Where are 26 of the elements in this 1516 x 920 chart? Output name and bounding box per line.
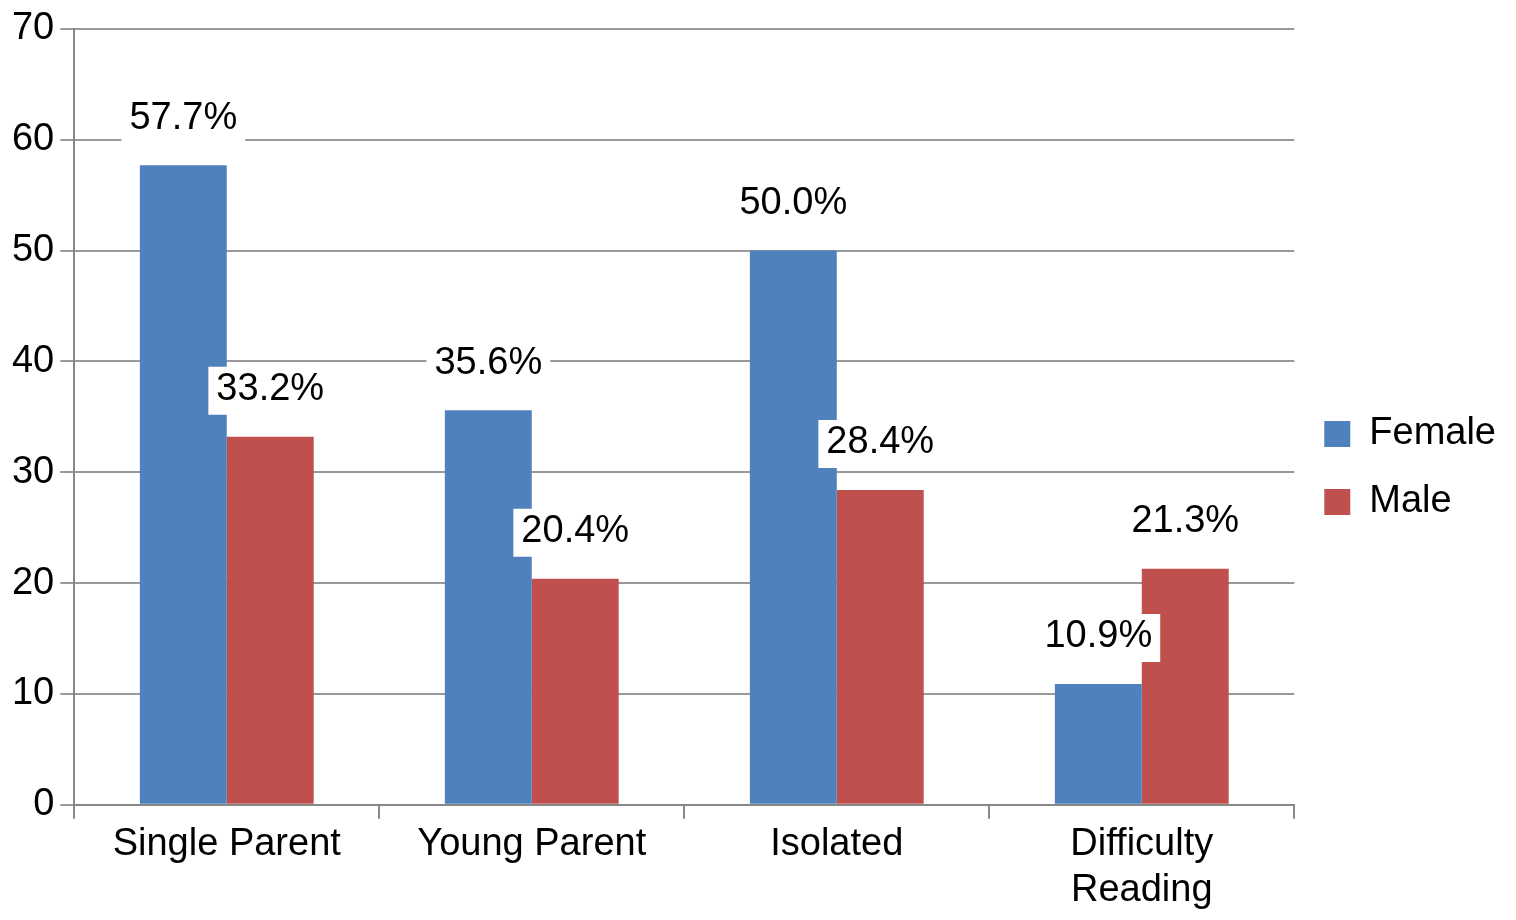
- data-label: 20.4%: [521, 508, 630, 551]
- y-tick-label: 50: [11, 227, 55, 269]
- y-tick-label: 20: [11, 559, 55, 602]
- y-tick-label: 0: [33, 781, 55, 824]
- data-label: 57.7%: [129, 94, 238, 137]
- data-label: 10.9%: [1044, 613, 1153, 656]
- y-tick-label: 10: [11, 670, 55, 713]
- data-label: 33.2%: [216, 366, 325, 409]
- x-tick-label: Difficulty Reading: [1070, 821, 1214, 909]
- y-tick-label: 40: [11, 337, 55, 380]
- y-tick-label: 60: [11, 116, 55, 159]
- legend-label: Female: [1369, 410, 1497, 453]
- x-tick-label: Isolated: [770, 821, 904, 864]
- data-label: 21.3%: [1131, 498, 1240, 541]
- bar: [836, 489, 924, 804]
- data-label: 50.0%: [739, 180, 848, 222]
- data-label: 35.6%: [434, 339, 543, 382]
- legend-label: Male: [1369, 478, 1452, 521]
- data-label: 28.4%: [826, 419, 935, 462]
- bar: [1054, 683, 1142, 804]
- bar: [226, 436, 314, 804]
- x-tick-label: Single Parent: [112, 821, 342, 864]
- y-tick-label: 30: [11, 448, 55, 491]
- y-tick-label: 70: [11, 5, 55, 48]
- bar: [531, 578, 619, 804]
- x-tick-label: Young Parent: [417, 821, 647, 864]
